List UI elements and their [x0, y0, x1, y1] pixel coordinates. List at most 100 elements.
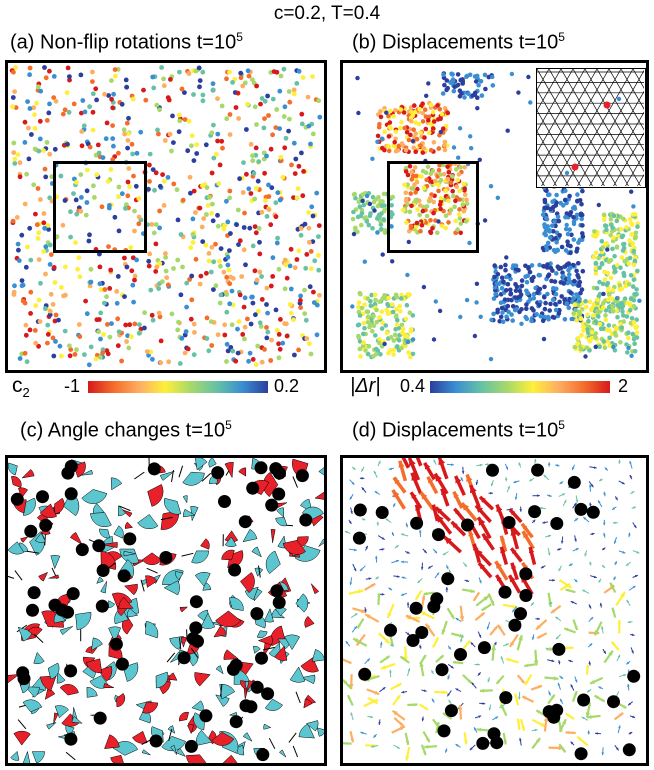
displacement-arrowhead	[487, 679, 490, 683]
displacement-dot	[437, 202, 443, 208]
angle-wedge	[59, 626, 73, 636]
rotation-dot	[261, 125, 267, 131]
angle-wedge	[159, 470, 175, 481]
rotation-dot	[47, 308, 53, 314]
displacement-dot	[548, 265, 554, 271]
rotation-dot	[221, 226, 227, 232]
rotation-dot	[310, 74, 315, 79]
rotation-dot	[210, 81, 216, 87]
displacement-arrowhead	[478, 634, 482, 638]
particle-dot	[64, 664, 78, 678]
angle-wedge	[194, 571, 211, 587]
displacement-dot	[591, 313, 596, 318]
displacement-dot	[390, 259, 395, 264]
displacement-dot	[545, 273, 551, 279]
displacement-arrowhead	[503, 740, 507, 745]
rotation-dot	[292, 352, 297, 358]
rotation-dot	[190, 216, 196, 222]
displacement-dot	[440, 91, 446, 96]
angle-stick	[34, 634, 44, 643]
displacement-arrowhead	[482, 533, 489, 541]
rotation-dot	[67, 343, 72, 349]
displacement-dot	[395, 344, 400, 349]
rotation-dot	[312, 258, 318, 264]
displacement-dot	[550, 297, 556, 302]
displacement-arrowhead	[509, 575, 516, 583]
angle-wedge	[132, 730, 148, 744]
displacement-arrowhead	[496, 504, 503, 512]
displacement-dot	[455, 72, 461, 77]
displacement-arrowhead	[604, 467, 608, 471]
displacement-arrowhead	[525, 680, 529, 685]
rotation-dot	[166, 97, 172, 103]
displacement-arrowhead	[518, 462, 521, 466]
rotation-dot	[146, 258, 152, 264]
rotation-dot	[253, 312, 258, 318]
displacement-dot	[633, 325, 639, 331]
displacement-dot	[571, 311, 576, 316]
rotation-dot	[280, 174, 286, 180]
rotation-dot	[244, 127, 249, 132]
displacement-arrowhead	[384, 638, 390, 644]
rotation-dot	[47, 262, 53, 267]
rotation-dot	[19, 232, 25, 238]
displacement-arrowhead	[378, 460, 381, 464]
angle-wedge	[75, 611, 92, 631]
rotation-dot	[27, 72, 32, 78]
rotation-dot	[193, 256, 199, 262]
rotation-dot	[42, 306, 48, 311]
displacement-dot	[386, 113, 391, 119]
rotation-dot	[100, 155, 106, 160]
displacement-arrowhead	[555, 616, 559, 620]
rotation-dot	[125, 179, 131, 185]
particle-dot	[519, 589, 533, 602]
rotation-dot	[150, 356, 155, 362]
rotation-dot	[59, 353, 64, 359]
lattice-line	[537, 151, 557, 186]
displacement-dot	[442, 143, 447, 148]
displacement-dot	[421, 185, 427, 191]
displacement-dot	[453, 198, 458, 204]
displacement-arrowhead	[460, 477, 464, 481]
displacement-arrowhead	[519, 737, 522, 741]
rotation-dot	[196, 65, 202, 71]
rotation-dot	[276, 341, 281, 347]
displacement-dot	[429, 192, 434, 197]
rotation-dot	[116, 228, 122, 234]
particle-dot	[353, 503, 367, 517]
displacement-arrowhead	[388, 467, 392, 470]
displacement-dot	[509, 312, 514, 317]
angle-stick	[134, 471, 145, 480]
angle-wedge	[13, 730, 31, 746]
displacement-dot	[416, 198, 422, 204]
displacement-dot	[544, 215, 549, 221]
displacement-dot	[504, 274, 509, 280]
displacement-dot	[542, 284, 547, 290]
rotation-dot	[126, 166, 132, 171]
rotation-dot	[265, 93, 270, 99]
angle-wedge	[22, 699, 43, 713]
displacement-dot	[580, 231, 585, 236]
displacement-dot	[386, 148, 392, 154]
displacement-arrowhead	[447, 676, 450, 680]
rotation-dot	[115, 274, 121, 279]
displacement-dot	[404, 220, 409, 225]
displacement-dot	[357, 346, 363, 352]
rotation-dot	[301, 169, 306, 174]
displacement-arrowhead	[531, 636, 535, 640]
colorbar-left-symbol: c2	[12, 374, 30, 401]
rotation-dot	[262, 170, 267, 176]
displacement-dot	[596, 255, 601, 261]
rotation-dot	[215, 131, 221, 137]
displacement-arrowhead	[415, 504, 421, 511]
rotation-dot	[304, 252, 310, 257]
displacement-dot	[624, 314, 630, 319]
rotation-dot	[273, 214, 279, 220]
displacement-dot	[423, 170, 429, 175]
displacement-arrowhead	[632, 585, 636, 589]
particle-dot	[528, 505, 542, 519]
displacement-arrowhead	[513, 480, 517, 484]
rotation-dot	[94, 172, 100, 178]
displacement-arrowhead	[478, 517, 486, 526]
rotation-dot	[79, 129, 85, 134]
